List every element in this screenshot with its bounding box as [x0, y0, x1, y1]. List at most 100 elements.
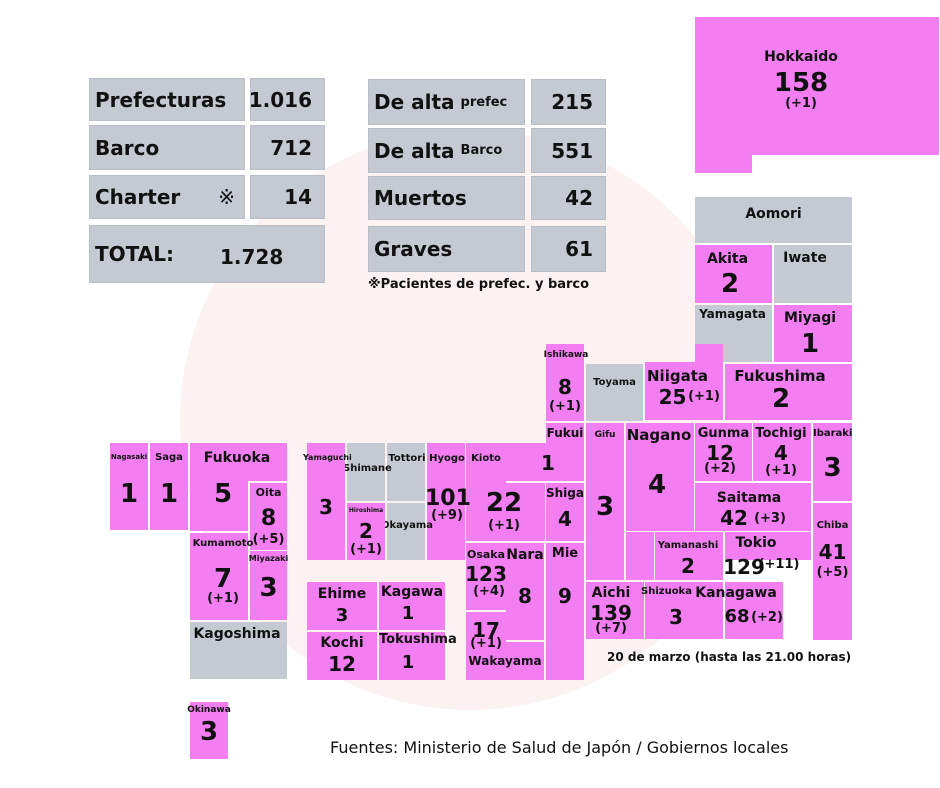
prefecture-tile: [695, 245, 772, 303]
prefecture-tile: [774, 245, 852, 303]
prefecture-name: Aomori: [745, 206, 802, 222]
prefecture-name: Hyogo: [429, 453, 465, 464]
prefecture-tile: [110, 443, 148, 530]
prefecture-name: Fukushima: [734, 367, 826, 385]
case-count: 68: [724, 606, 750, 627]
case-count: 17: [472, 618, 500, 642]
prefecture-tile: [586, 364, 643, 421]
prefecture-tile: [695, 155, 752, 173]
stat-label-box: Graves: [368, 226, 525, 272]
prefecture-tile: [753, 423, 811, 481]
prefecture-name: Yamagata: [699, 307, 766, 321]
prefecture-tile: [645, 362, 723, 420]
prefecture-tile: [546, 344, 584, 421]
case-delta: (+4): [473, 584, 505, 599]
prefecture-tile: [307, 443, 345, 560]
stat-label: De alta: [374, 138, 455, 163]
case-count: 12: [706, 441, 734, 465]
case-delta: (+1): [549, 399, 581, 414]
prefecture-name: Tottori: [388, 453, 426, 464]
stat-label-box: De alta Barco: [368, 128, 525, 173]
prefecture-tile: [347, 443, 385, 501]
case-count: 2: [359, 519, 373, 543]
case-count: 1: [119, 479, 139, 509]
prefecture-tile: [725, 582, 783, 639]
prefecture-name: Aichi: [591, 585, 631, 601]
prefecture-name: Kumamoto: [192, 538, 254, 549]
case-count: 4: [647, 470, 667, 500]
prefecture-name: Gunma: [697, 426, 750, 441]
prefecture-name: Osaka: [466, 548, 506, 561]
stat-label-box: De alta prefec: [368, 79, 525, 125]
case-delta: (+1): [688, 389, 720, 404]
prefecture-tile: [645, 582, 723, 639]
prefecture-name: Kioto: [471, 453, 501, 464]
case-count: 22: [485, 488, 523, 518]
prefecture-tile: [466, 483, 545, 541]
stat-value-box: 712: [250, 125, 325, 170]
case-count: 129: [723, 555, 765, 579]
case-delta: (+7): [595, 621, 627, 636]
prefecture-tile: [387, 443, 425, 501]
case-delta: (+3): [754, 511, 786, 526]
footnote: ※Pacientes de prefec. y barco: [368, 277, 590, 292]
stat-sublabel: Barco: [460, 143, 503, 158]
prefecture-name: Mie: [551, 546, 579, 561]
prefecture-tile: [387, 503, 425, 560]
prefecture-name: Kagawa: [380, 584, 444, 600]
prefecture-tile: [150, 443, 188, 530]
case-count: 1: [401, 603, 415, 624]
prefecture-tile: [506, 443, 584, 481]
case-count: 1: [541, 451, 555, 475]
case-delta: (+2): [704, 461, 736, 476]
prefecture-name: Iwate: [783, 250, 827, 266]
case-delta: (+5): [252, 532, 285, 547]
total-box: TOTAL: 1.728: [89, 225, 325, 283]
case-delta: (+1): [488, 518, 520, 533]
stat-label: Barco: [95, 135, 160, 160]
stat-value: 14: [284, 185, 312, 209]
stat-label: Prefecturas: [95, 87, 227, 112]
prefecture-tile: [626, 532, 654, 580]
stat-value: 61: [565, 237, 593, 261]
prefecture-tile: [190, 443, 287, 481]
case-count: 9: [558, 584, 572, 608]
prefecture-tile: [695, 423, 752, 481]
prefecture-tile: [586, 582, 644, 639]
case-delta: (+1): [765, 463, 797, 478]
prefecture-name: Shizuoka: [641, 586, 692, 597]
prefecture-tile: [466, 443, 506, 483]
prefecture-tile: [695, 344, 723, 362]
prefecture-tile: [626, 423, 694, 531]
stat-value: 1.728: [219, 245, 284, 269]
prefecture-tile: [307, 632, 377, 680]
case-count: 1: [401, 652, 415, 673]
prefecture-name: Miyazaki: [248, 554, 289, 563]
case-count: 42: [720, 506, 748, 530]
prefecture-tile: [250, 483, 287, 550]
prefecture-tile: [655, 532, 723, 580]
stat-label: Graves: [374, 237, 453, 261]
stat-value-box: 14: [250, 175, 325, 219]
prefecture-name: Ishikawa: [543, 350, 589, 360]
stat-value-box: 551: [531, 128, 606, 173]
prefecture-tile: [190, 533, 248, 620]
prefecture-name: Okinawa: [187, 705, 231, 715]
prefecture-name: Okayama: [381, 520, 434, 531]
prefecture-name: Hiroshima: [348, 507, 384, 514]
prefecture-name: Ehime: [317, 586, 367, 602]
prefecture-name: Shiga: [546, 486, 584, 500]
prefecture-tile: [250, 551, 287, 620]
prefecture-tile: [466, 543, 506, 610]
prefecture-name: Fukui: [546, 426, 584, 440]
stat-value: 712: [270, 135, 312, 160]
prefecture-tile: [725, 364, 852, 420]
prefecture-name: Miyagi: [783, 310, 837, 326]
case-count: 101: [425, 486, 471, 511]
prefecture-tile: [190, 702, 228, 759]
prefecture-name: Niigata: [647, 367, 708, 385]
prefecture-tile: [379, 632, 445, 680]
prefecture-tile: [379, 582, 445, 630]
case-delta: (+1): [470, 636, 502, 651]
case-delta: (+1): [350, 542, 382, 557]
